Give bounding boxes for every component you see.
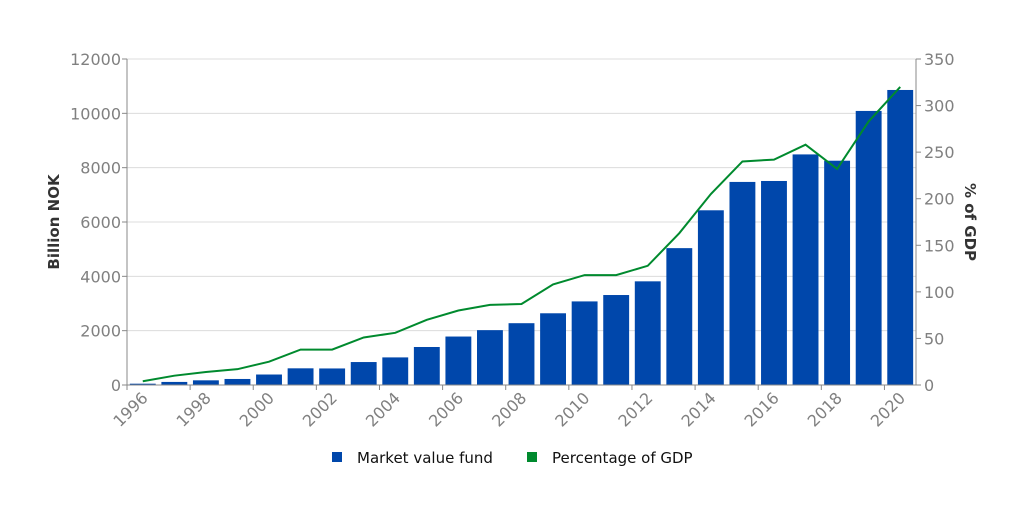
y2-tick-label: 200	[924, 190, 955, 209]
legend-swatch-market-value	[332, 452, 342, 462]
legend: Market value fund Percentage of GDP	[332, 449, 693, 467]
bar-2009	[540, 313, 566, 385]
bar-2020	[887, 90, 913, 385]
bar-2011	[603, 295, 629, 385]
bar-2013	[666, 248, 692, 385]
x-tick-label: 2000	[236, 388, 278, 430]
bar-2016	[761, 181, 787, 385]
y2-tick-label: 0	[924, 376, 934, 395]
bar-2012	[635, 281, 661, 385]
x-tick-label: 2014	[677, 388, 719, 430]
bar-2001	[288, 368, 314, 385]
y2-tick-label: 150	[924, 236, 955, 255]
y2-tick-label: 100	[924, 283, 955, 302]
legend-label-market-value: Market value fund	[357, 449, 493, 467]
bar-2007	[477, 330, 503, 385]
y-tick-label: 6000	[80, 213, 121, 232]
y-axis-label: Billion NOK	[45, 173, 63, 270]
bar-2006	[445, 337, 471, 385]
x-tick-label: 2012	[614, 388, 656, 430]
y-tick-label: 0	[111, 376, 121, 395]
y2-tick-label: 350	[924, 50, 955, 69]
y2-tick-label: 250	[924, 143, 955, 162]
bar-2003	[351, 362, 377, 385]
x-tick-label: 1998	[173, 388, 215, 430]
bar-1998	[193, 380, 219, 385]
bar-2015	[729, 182, 755, 385]
bar-2008	[509, 323, 535, 385]
bar-2002	[319, 368, 345, 385]
y2-tick-label: 300	[924, 97, 955, 116]
bar-2017	[793, 154, 819, 385]
bar-2005	[414, 347, 440, 385]
legend-swatch-gdp	[527, 452, 537, 462]
legend-label-gdp: Percentage of GDP	[552, 449, 693, 467]
bar-2004	[382, 357, 408, 385]
y2-axis-label: % of GDP	[961, 183, 979, 261]
bar-2014	[698, 210, 724, 385]
x-tick-label: 2016	[741, 388, 783, 430]
x-tick-label: 2010	[551, 388, 593, 430]
x-tick-label: 2020	[867, 388, 909, 430]
y-tick-label: 10000	[70, 104, 121, 123]
bars	[130, 90, 913, 385]
x-tick-label: 2002	[299, 388, 341, 430]
bar-2000	[256, 375, 282, 385]
x-tick-label: 2006	[425, 388, 467, 430]
bar-2010	[572, 301, 598, 385]
x-tick-label: 2004	[362, 388, 404, 430]
bar-2019	[856, 111, 882, 385]
bar-2018	[824, 161, 850, 385]
x-tick-label: 2018	[804, 388, 846, 430]
y-tick-label: 12000	[70, 50, 121, 69]
y-tick-label: 2000	[80, 322, 121, 341]
y-tick-label: 4000	[80, 267, 121, 286]
x-tick-label: 2008	[488, 388, 530, 430]
y2-tick-label: 50	[924, 329, 944, 348]
bar-1999	[225, 379, 251, 385]
y-tick-label: 8000	[80, 159, 121, 178]
